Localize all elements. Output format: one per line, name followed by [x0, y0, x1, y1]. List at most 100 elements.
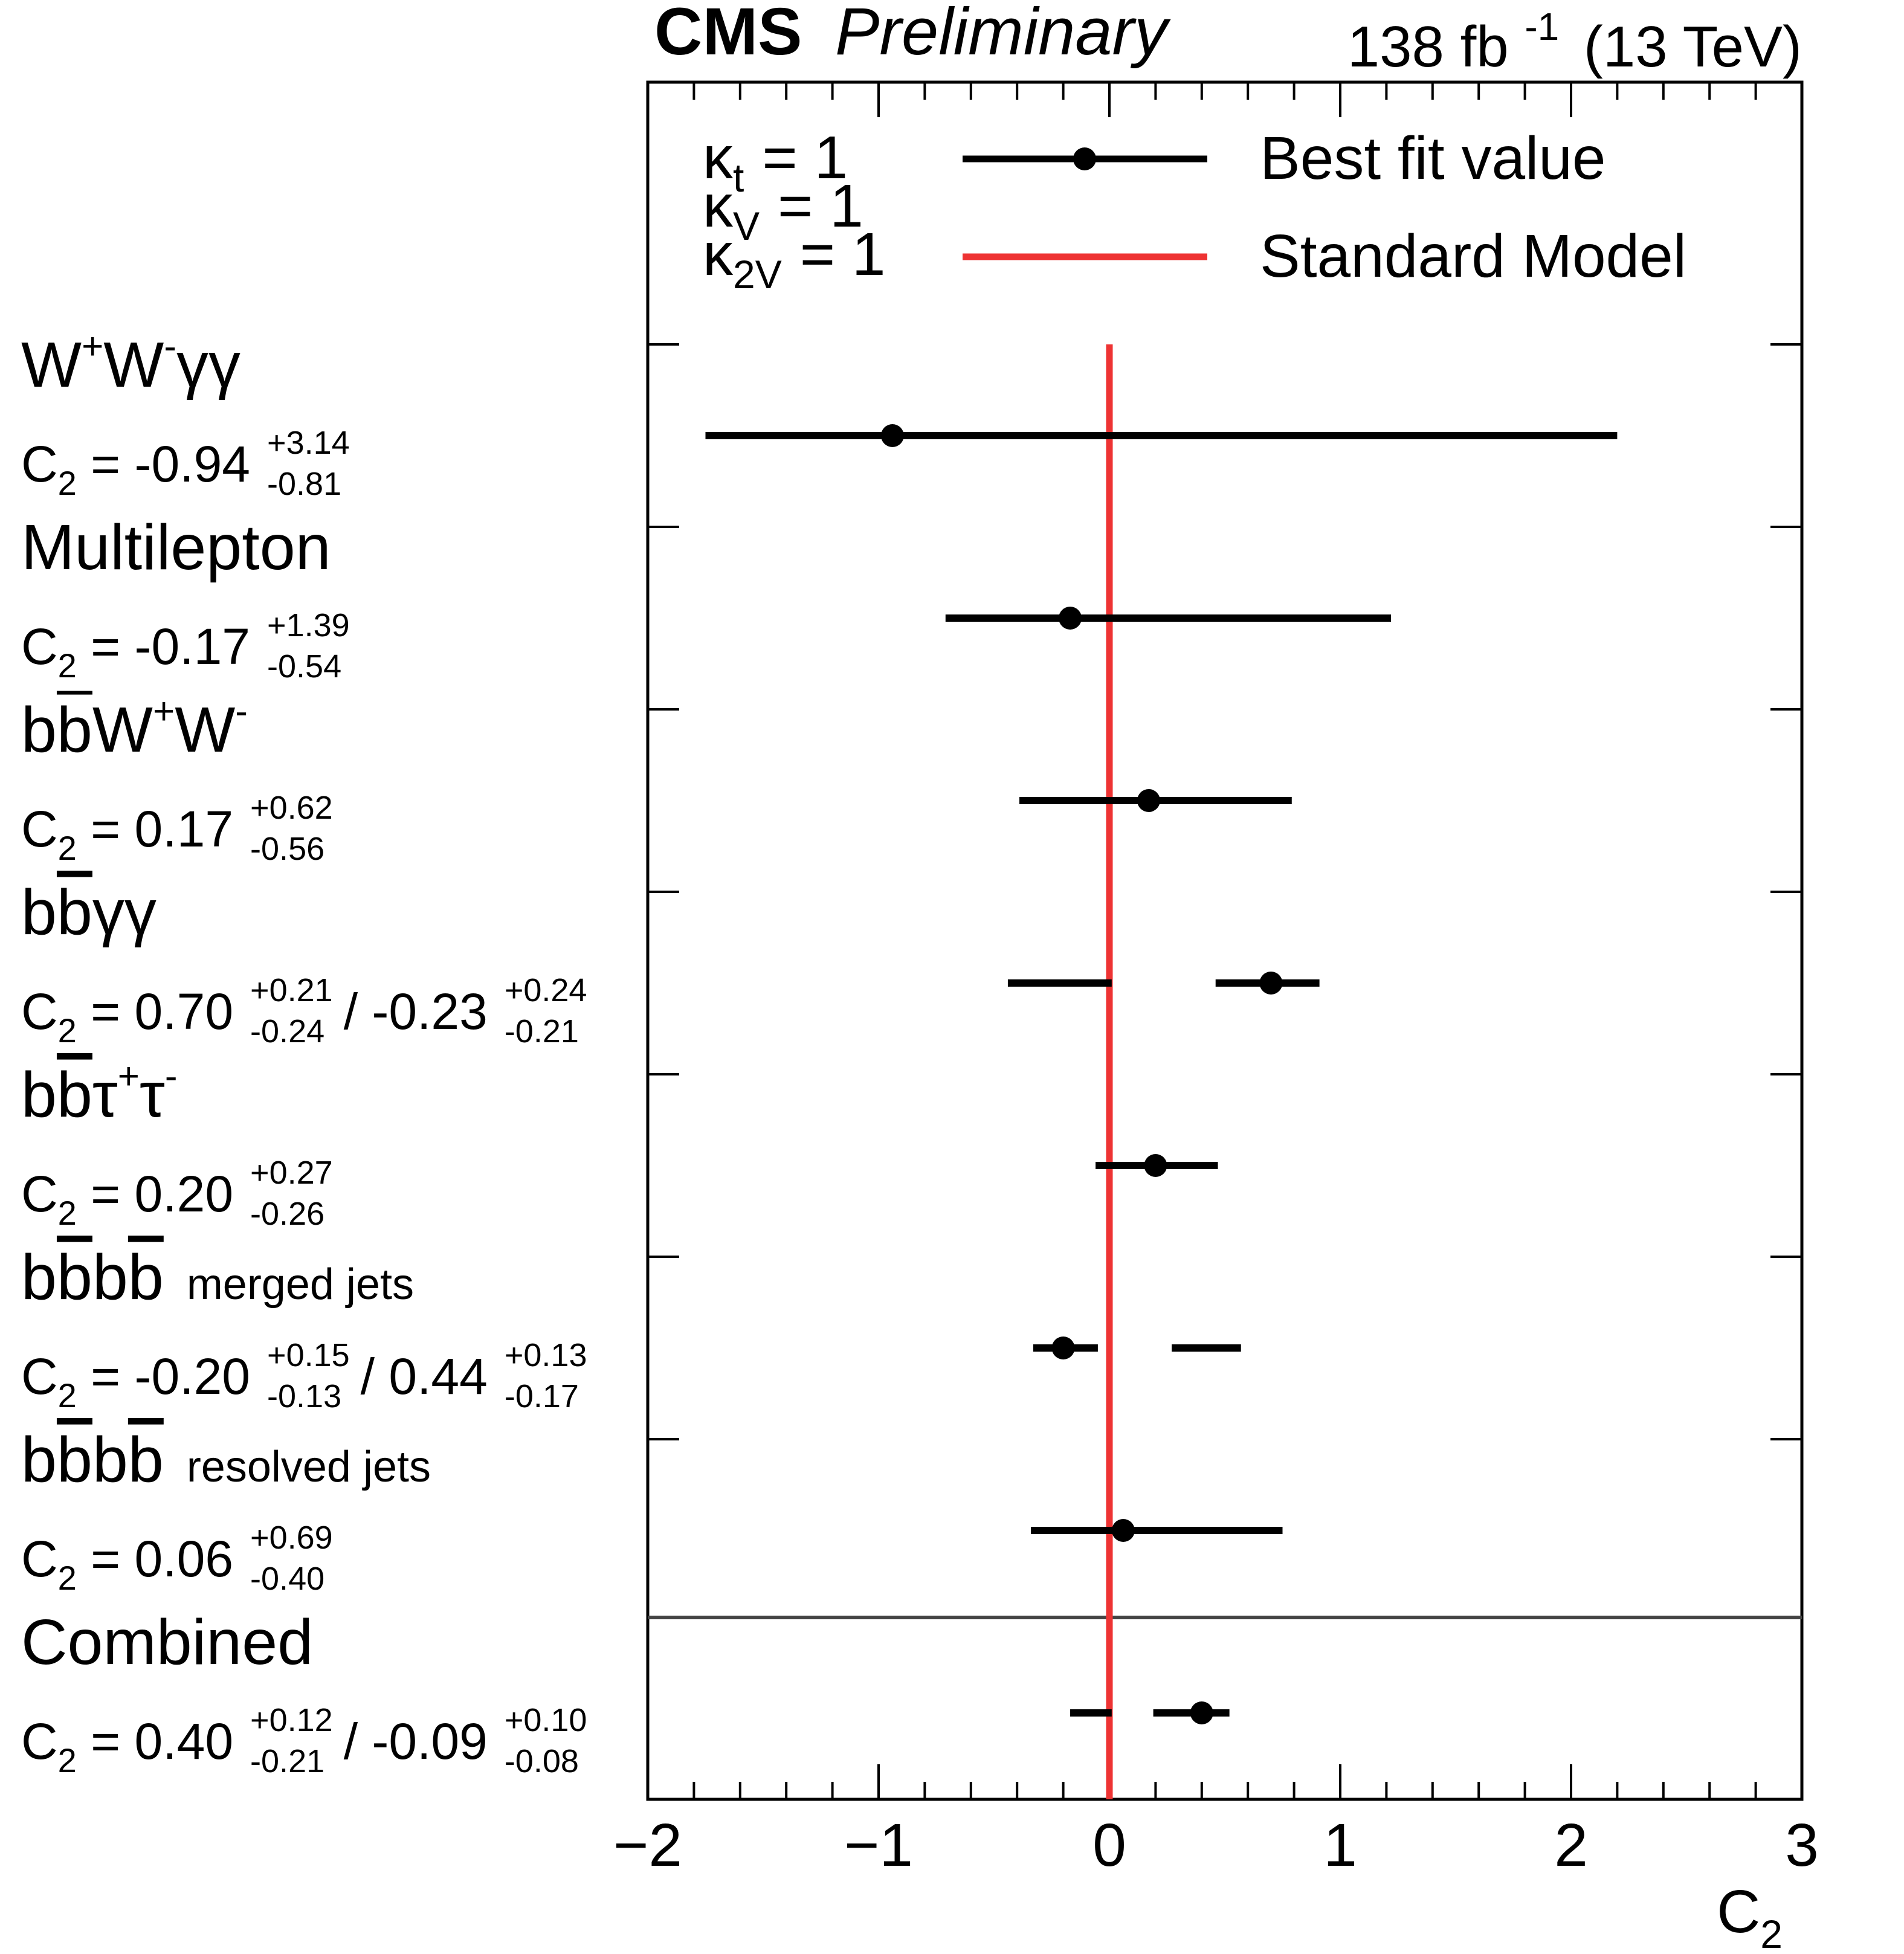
- category-name-part: b: [57, 694, 92, 766]
- result-symbol-sub: 2: [58, 1011, 77, 1050]
- category-name-part: τ: [140, 1059, 165, 1130]
- category-result: C2 = -0.94: [21, 436, 250, 502]
- result-error-up: +0.12: [250, 1702, 333, 1738]
- best-fit-points: [705, 424, 1618, 1724]
- category-name-part: τ: [92, 1059, 118, 1130]
- luminosity-label: 138 fb -1 (13 TeV): [1347, 0, 1802, 79]
- category-result: C2 = 0.06: [21, 1530, 233, 1597]
- legend: κt = 1 κV = 1 κ2V = 1 Best fit value Standa…: [703, 124, 1686, 297]
- best-fit-point: [1144, 1154, 1167, 1177]
- result-value: = 0.06: [77, 1530, 233, 1587]
- result-error-up: +0.21: [250, 972, 333, 1008]
- category-name-part: b: [92, 1242, 128, 1313]
- category-name-part: γγ: [92, 877, 157, 948]
- category-name-part: W: [92, 694, 153, 766]
- category-name-part: +: [82, 326, 103, 367]
- result-value: = 0.20: [77, 1166, 233, 1222]
- category-name-part: b: [57, 1059, 92, 1130]
- result-symbol: C: [21, 436, 58, 492]
- result-value: = 0.17: [77, 801, 233, 857]
- result-error-up: +0.27: [250, 1155, 333, 1191]
- best-fit-point: [1137, 789, 1160, 812]
- result-symbol: C: [21, 618, 58, 675]
- experiment-status: Preliminary: [835, 0, 1171, 69]
- legend-best-fit-marker: [1073, 147, 1096, 170]
- category-result: C2 = -0.17: [21, 618, 250, 685]
- luminosity-exponent: -1: [1525, 5, 1559, 48]
- result-error-down: -0.56: [250, 831, 324, 867]
- x-tick-label: 3: [1785, 1811, 1819, 1879]
- category-name-part: W: [175, 694, 235, 766]
- result-symbol: C: [21, 983, 58, 1040]
- result-error-down: -0.21: [250, 1743, 324, 1779]
- category-tag: resolved jets: [187, 1443, 431, 1491]
- legend-standard-model-label: Standard Model: [1260, 222, 1686, 290]
- category-name-part: b: [128, 1242, 164, 1313]
- category-name-part: b: [57, 877, 92, 948]
- plot-frame: [646, 80, 1804, 1801]
- category-name: bbbb merged jets: [21, 1242, 414, 1313]
- result-symbol-sub: 2: [58, 1194, 77, 1232]
- experiment-name: CMS: [654, 0, 802, 69]
- category-tag: merged jets: [187, 1260, 414, 1309]
- category-result: C2 = 0.70: [21, 983, 233, 1050]
- result-error-down: -0.54: [267, 648, 341, 685]
- x-tick-label: 0: [1092, 1811, 1126, 1879]
- result-error-up: +1.39: [267, 607, 350, 643]
- result-symbol-sub: 2: [58, 1741, 77, 1779]
- experiment-label: CMS Preliminary: [654, 0, 1171, 69]
- category-name-part: γγ: [176, 329, 240, 401]
- category-result-alt: / -0.09: [344, 1713, 488, 1770]
- axis-ticks: −2 −1 0 1 2 3: [613, 82, 1819, 1879]
- energy-label: (13 TeV): [1584, 15, 1802, 79]
- result-symbol-sub: 2: [58, 1376, 77, 1414]
- result-symbol: C: [21, 1166, 58, 1222]
- category-name-part: -: [164, 326, 176, 367]
- luminosity-value: 138 fb: [1347, 15, 1509, 79]
- result-value: = -0.17: [77, 618, 250, 675]
- category-name: bbbb resolved jets: [21, 1424, 431, 1495]
- legend-best-fit-label: Best fit value: [1260, 124, 1606, 192]
- result-error-down: -0.81: [267, 466, 341, 502]
- category-name-part: b: [128, 1424, 164, 1495]
- category-result-alt: / -0.23: [344, 983, 488, 1040]
- category-name-part: b: [21, 1424, 57, 1495]
- category-name-part: -: [235, 691, 248, 732]
- category-name-part: -: [165, 1056, 178, 1097]
- x-axis-title: C2: [1717, 1878, 1783, 1954]
- category-name-part: W: [21, 329, 82, 401]
- category-name-part: +: [153, 691, 175, 732]
- x-tick-label: −1: [844, 1811, 913, 1879]
- result-alt-error-down: -0.08: [505, 1743, 579, 1779]
- result-value: = 0.70: [77, 983, 233, 1040]
- best-fit-point: [1059, 607, 1082, 630]
- legend-kappa-t: κt = 1: [703, 124, 848, 200]
- best-fit-point: [1259, 972, 1283, 995]
- category-result: C2 = -0.20: [21, 1348, 250, 1414]
- category-name: bbW+W-: [21, 691, 248, 766]
- result-error-up: +0.62: [250, 790, 333, 826]
- category-result: C2 = 0.40: [21, 1713, 233, 1779]
- result-symbol-sub: 2: [58, 646, 77, 685]
- x-tick-label: 1: [1323, 1811, 1357, 1879]
- category-name-part: +: [118, 1056, 140, 1097]
- result-symbol-sub: 2: [58, 1559, 77, 1597]
- result-error-down: -0.13: [267, 1378, 341, 1414]
- category-name-part: b: [57, 1424, 92, 1495]
- legend-kappa-2v: κ2V = 1: [703, 221, 886, 297]
- category-name-part: b: [21, 877, 57, 948]
- category-name-part: b: [21, 1059, 57, 1130]
- x-tick-label: 2: [1554, 1811, 1588, 1879]
- category-name-part: W: [103, 329, 164, 401]
- category-name: bbτ+τ-: [21, 1056, 178, 1130]
- category-name-part: Multilepton: [21, 512, 331, 583]
- category-name: Multilepton: [21, 512, 331, 583]
- result-value: = -0.94: [77, 436, 250, 492]
- x-tick-label: −2: [613, 1811, 682, 1879]
- result-symbol: C: [21, 1713, 58, 1770]
- category-name-part: Combined: [21, 1607, 313, 1678]
- result-error-up: +0.15: [267, 1337, 350, 1373]
- result-symbol-sub: 2: [58, 829, 77, 867]
- category-result: C2 = 0.17: [21, 801, 233, 867]
